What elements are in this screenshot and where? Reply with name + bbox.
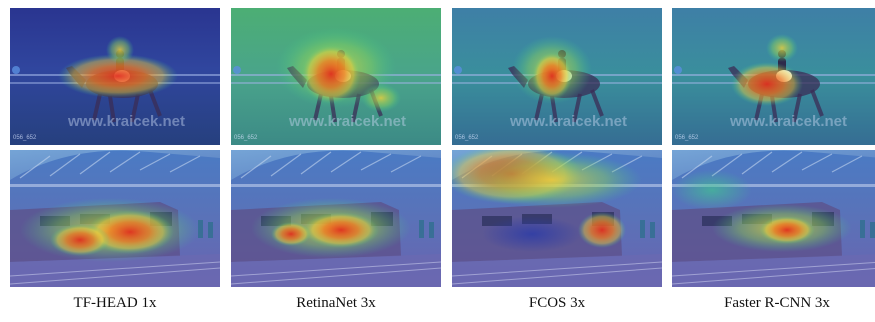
heatmap-retinanet-horse xyxy=(231,8,441,145)
caption-fcos: FCOS 3x xyxy=(528,295,586,311)
heatmap-fcos-horse xyxy=(452,8,662,145)
heatmap-tf-head-train xyxy=(10,150,220,287)
heatmap-faster-rcnn-horse xyxy=(672,8,875,145)
heatmap-fcos-train xyxy=(452,150,662,287)
caption-tf-head: TF-HEAD 1x xyxy=(73,295,157,311)
heatmap-tf-head-horse xyxy=(10,8,220,145)
heatmap-faster-rcnn-train xyxy=(672,150,875,287)
caption-retinanet: RetinaNet 3x xyxy=(296,295,376,311)
heatmap-retinanet-train xyxy=(231,150,441,287)
caption-faster-rcnn: Faster R-CNN 3x xyxy=(724,295,830,311)
